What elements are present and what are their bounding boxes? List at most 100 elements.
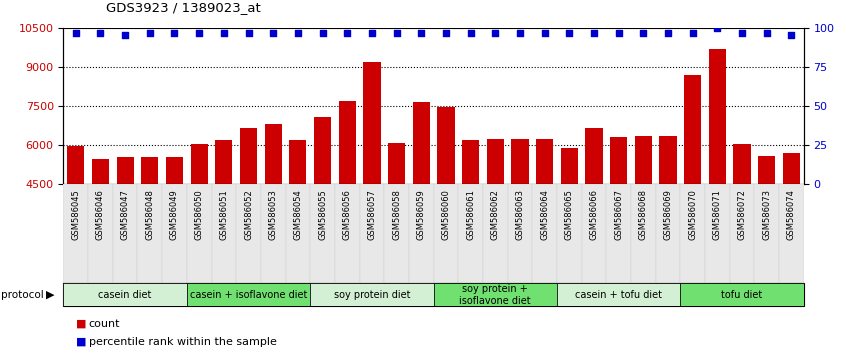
Text: GSM586062: GSM586062 (491, 189, 500, 240)
Point (636, 30, 650, 36)
Point (69, 30, 83, 36)
Text: GSM586047: GSM586047 (121, 189, 129, 240)
Bar (338, 101, 356, 184)
Bar (557, 283, 680, 306)
Text: ■: ■ (76, 319, 86, 329)
Bar (532, 184, 557, 283)
Bar (310, 283, 433, 306)
Bar (709, 49, 726, 184)
Text: GSM586054: GSM586054 (294, 189, 302, 240)
Bar (67, 147, 85, 184)
Bar (483, 184, 508, 283)
Bar (486, 139, 504, 184)
Bar (190, 144, 208, 184)
Bar (88, 184, 113, 283)
Text: soy protein +
isoflavone diet: soy protein + isoflavone diet (459, 284, 531, 306)
Text: GSM586048: GSM586048 (146, 189, 154, 240)
Bar (285, 184, 310, 283)
Point (439, 30, 453, 36)
Text: GSM586053: GSM586053 (269, 189, 277, 240)
Text: GSM586065: GSM586065 (565, 189, 574, 240)
Text: GSM586061: GSM586061 (466, 189, 475, 240)
Bar (659, 136, 677, 184)
Text: GSM586049: GSM586049 (170, 189, 179, 240)
Bar (314, 116, 331, 184)
Text: GSM586073: GSM586073 (762, 189, 772, 240)
Bar (511, 139, 529, 184)
Text: GSM586060: GSM586060 (442, 189, 450, 240)
Point (415, 30, 428, 36)
Text: GSM586066: GSM586066 (590, 189, 598, 240)
Text: GSM586052: GSM586052 (244, 189, 253, 240)
Bar (779, 184, 804, 283)
Point (538, 30, 552, 36)
Point (168, 30, 181, 36)
Point (390, 30, 404, 36)
Bar (705, 184, 729, 283)
Bar (187, 184, 212, 283)
Text: count: count (89, 319, 120, 329)
Text: percentile rank within the sample: percentile rank within the sample (89, 337, 277, 347)
Bar (265, 124, 282, 184)
Point (612, 30, 625, 36)
Bar (310, 184, 335, 283)
Point (711, 25, 724, 31)
Bar (141, 156, 158, 184)
Bar (388, 143, 405, 184)
Text: GSM586072: GSM586072 (738, 189, 746, 240)
Point (242, 30, 255, 36)
Bar (462, 140, 479, 184)
Bar (557, 184, 581, 283)
Text: casein + isoflavone diet: casein + isoflavone diet (190, 290, 307, 300)
Bar (113, 184, 137, 283)
Point (686, 30, 700, 36)
Text: GDS3923 / 1389023_at: GDS3923 / 1389023_at (106, 1, 261, 14)
Bar (631, 184, 656, 283)
Point (563, 30, 576, 36)
Bar (610, 137, 627, 184)
Bar (360, 184, 384, 283)
Bar (335, 184, 360, 283)
Bar (437, 108, 454, 184)
Text: GSM586069: GSM586069 (663, 189, 673, 240)
Point (316, 30, 329, 36)
Text: GSM586055: GSM586055 (318, 189, 327, 240)
Point (340, 30, 354, 36)
Bar (117, 157, 134, 184)
Bar (236, 184, 261, 283)
Point (365, 30, 379, 36)
Text: soy protein diet: soy protein diet (333, 290, 410, 300)
Bar (783, 153, 800, 184)
Point (662, 30, 675, 36)
Bar (261, 184, 285, 283)
Bar (733, 144, 750, 184)
Point (192, 30, 206, 36)
Bar (363, 62, 381, 184)
Point (514, 30, 527, 36)
Bar (585, 128, 602, 184)
Point (143, 30, 157, 36)
Text: GSM586064: GSM586064 (540, 189, 549, 240)
Text: ■: ■ (76, 337, 86, 347)
Bar (634, 136, 652, 184)
Bar (215, 140, 233, 184)
Bar (758, 155, 775, 184)
Text: GSM586050: GSM586050 (195, 189, 204, 240)
Bar (684, 75, 701, 184)
Bar (409, 184, 433, 283)
Bar (581, 184, 607, 283)
Point (488, 30, 502, 36)
Point (760, 30, 773, 36)
Text: GSM586056: GSM586056 (343, 189, 352, 240)
Bar (166, 156, 183, 184)
Text: casein + tofu diet: casein + tofu diet (575, 290, 662, 300)
Bar (433, 283, 557, 306)
Bar (384, 184, 409, 283)
Point (94, 30, 107, 36)
Text: GSM586046: GSM586046 (96, 189, 105, 240)
Bar (212, 184, 236, 283)
Bar (162, 184, 187, 283)
Bar (508, 184, 532, 283)
Point (118, 32, 132, 38)
Bar (433, 184, 459, 283)
